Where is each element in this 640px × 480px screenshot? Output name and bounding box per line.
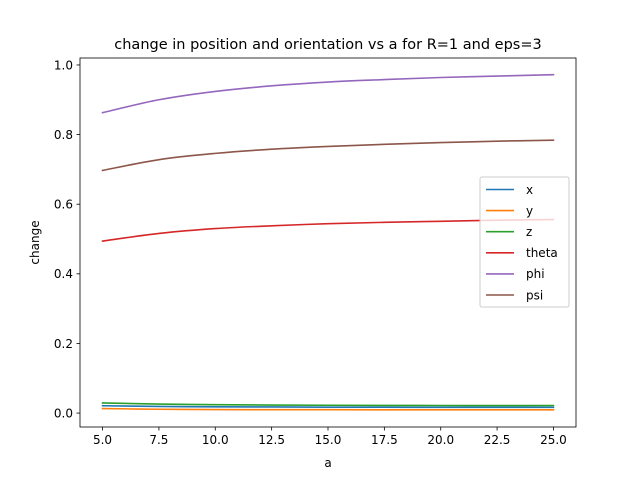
series-line-psi bbox=[101, 139, 555, 172]
x-axis-label: a bbox=[324, 456, 331, 470]
y-tick-label: 0.8 bbox=[54, 128, 73, 142]
y-tick-label: 0.2 bbox=[54, 337, 73, 351]
series-line-x bbox=[101, 404, 555, 409]
x-tick-label: 17.5 bbox=[371, 433, 398, 447]
x-tick-label: 15.0 bbox=[315, 433, 342, 447]
y-axis-label: change bbox=[28, 220, 42, 264]
x-tick-label: 10.0 bbox=[202, 433, 229, 447]
x-axis-ticks: 5.0 7.5 10.0 12.5 15.0 17.5 20.0 22.5 25.0 bbox=[93, 427, 567, 447]
y-tick-label: 0.6 bbox=[54, 198, 73, 212]
series-line-y bbox=[101, 407, 555, 411]
legend-frame bbox=[479, 176, 570, 308]
chart-title: change in position and orientation vs a … bbox=[114, 37, 541, 53]
x-tick-label: 5.0 bbox=[93, 433, 112, 447]
x-tick-label: 7.5 bbox=[149, 433, 168, 447]
y-axis-ticks: 0.0 0.2 0.4 0.6 0.8 1.0 bbox=[54, 58, 80, 420]
y-tick-label: 0.4 bbox=[54, 267, 73, 281]
legend-label-psi: psi bbox=[526, 288, 543, 302]
x-tick-label: 25.0 bbox=[540, 433, 567, 447]
y-tick-label: 0.0 bbox=[54, 406, 73, 420]
legend-label-z: z bbox=[526, 225, 532, 239]
x-tick-label: 22.5 bbox=[484, 433, 511, 447]
y-tick-label: 1.0 bbox=[54, 58, 73, 72]
legend-label-phi: phi bbox=[526, 267, 545, 281]
legend-label-y: y bbox=[526, 204, 533, 218]
legend-label-x: x bbox=[526, 183, 533, 197]
legend: xyz theta phi psi bbox=[479, 176, 570, 308]
series-line-phi bbox=[101, 73, 555, 114]
x-tick-label: 20.0 bbox=[427, 433, 454, 447]
legend-label-theta: theta bbox=[526, 246, 558, 260]
series-line-z bbox=[101, 402, 555, 407]
x-tick-label: 12.5 bbox=[258, 433, 285, 447]
